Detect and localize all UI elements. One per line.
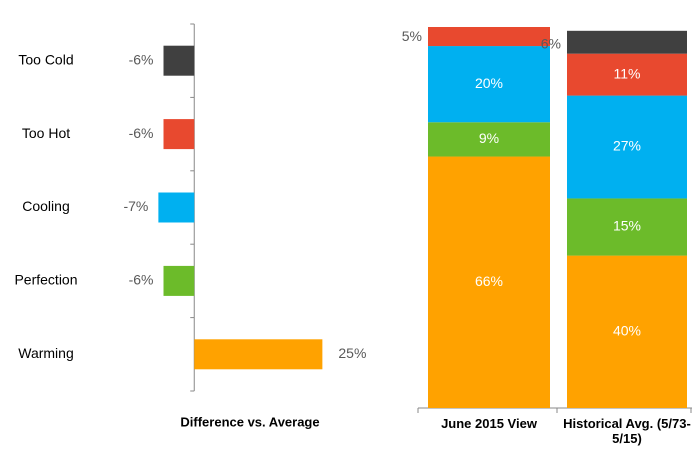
bar-segment <box>428 27 550 47</box>
category-label: Too Hot <box>22 125 70 141</box>
value-label: -6% <box>129 125 154 141</box>
category-label: Too Cold <box>18 51 73 67</box>
bar <box>163 265 195 296</box>
bar-segment <box>567 95 687 199</box>
value-label: -6% <box>129 51 154 67</box>
x-tick-label: Historical Avg. (5/73-5/15) <box>563 416 691 446</box>
category-label: Perfection <box>14 272 77 288</box>
bar <box>158 192 195 223</box>
value-label: 11% <box>614 65 641 81</box>
bar-segment <box>567 53 687 96</box>
value-label: -7% <box>123 198 148 214</box>
value-label: 40% <box>613 323 641 339</box>
bar <box>194 339 323 370</box>
bar <box>163 119 195 150</box>
value-label: 25% <box>338 345 366 361</box>
value-label: 5% <box>402 28 422 44</box>
value-label: 15% <box>613 218 641 234</box>
value-label: 6% <box>541 35 561 51</box>
bar-segment <box>428 46 550 123</box>
bar-segment <box>567 198 687 256</box>
category-label: Warming <box>18 345 74 361</box>
bar-segment <box>567 255 687 408</box>
axis-label: Difference vs. Average <box>180 414 319 429</box>
bar-segment <box>428 156 550 408</box>
value-label: 66% <box>475 273 503 289</box>
bar-segment <box>428 122 550 157</box>
value-label: 9% <box>479 130 499 146</box>
value-label: 20% <box>475 75 503 91</box>
bar <box>163 45 195 76</box>
value-label: 27% <box>613 138 641 154</box>
value-label: -6% <box>129 272 154 288</box>
bar-segment <box>567 30 687 54</box>
category-label: Cooling <box>22 198 69 214</box>
x-tick-label: June 2015 View <box>441 416 537 431</box>
